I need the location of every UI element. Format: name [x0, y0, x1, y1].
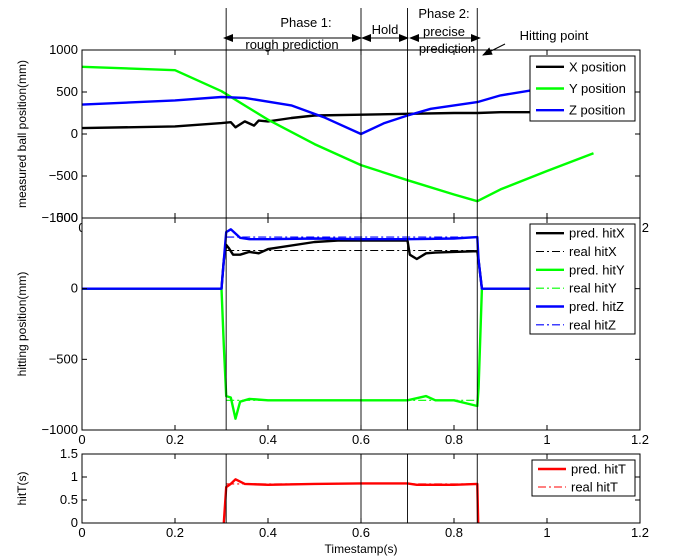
y-tick-label: 0 — [71, 126, 78, 141]
phase2-label-line1: Phase 2: — [418, 6, 469, 21]
y-tick-label: −500 — [49, 351, 78, 366]
legend-label: pred. hitZ — [569, 299, 624, 314]
y-axis-label: measured ball position(mm) — [15, 60, 29, 208]
phase2-label-line2: precise — [423, 24, 465, 39]
y-tick-label: 1.5 — [60, 446, 78, 461]
chart-panels: 00.20.40.60.811.2−1000−50005001000measur… — [15, 8, 649, 556]
legend-label: Z position — [569, 103, 625, 118]
x-tick-label: 0.8 — [445, 525, 463, 540]
series-line-pred-hitx — [82, 239, 594, 290]
y-tick-label: −500 — [49, 168, 78, 183]
legend-label: X position — [569, 59, 626, 74]
x-tick-label: 1 — [543, 525, 550, 540]
legend-label: pred. hitX — [569, 226, 625, 241]
y-tick-label: 500 — [56, 84, 78, 99]
legend-label: real hitT — [571, 480, 618, 495]
y-tick-label: 500 — [56, 210, 78, 225]
phase-annotations: Phase 1: rough prediction Hold Phase 2: … — [223, 6, 589, 56]
panel-2: 0 0.2 0.4 0.6 0.8 1 1.2 −1000 −500 0 500 hitting po… — [15, 210, 649, 447]
series-group — [222, 478, 480, 523]
y-axis-label: hitT(s) — [15, 472, 29, 506]
legend-label: pred. hitT — [571, 462, 626, 477]
legend-label: Y position — [569, 81, 626, 96]
legend-label: real hitZ — [569, 317, 616, 332]
x-tick-label: 0.4 — [259, 525, 277, 540]
legend-label: pred. hitY — [569, 262, 625, 277]
x-tick-label: 1 — [543, 432, 550, 447]
hold-label: Hold — [372, 22, 399, 37]
y-tick-label: 1 — [71, 469, 78, 484]
y-axis-label: hitting position(mm) — [15, 272, 29, 377]
y-tick-label: 0 — [71, 281, 78, 296]
y-tick-label: 1000 — [49, 42, 78, 57]
x-tick-label: 0.2 — [166, 525, 184, 540]
y-tick-label: 0 — [71, 515, 78, 530]
x-tick-label: 0.6 — [352, 525, 370, 540]
x-tick-label: 0.6 — [352, 432, 370, 447]
series-line-y-position — [82, 65, 594, 203]
y-tick-label: 0.5 — [60, 492, 78, 507]
legend: pred. hitT real hitT — [531, 459, 636, 497]
legend-box — [531, 459, 636, 497]
x-tick-label: 0.4 — [259, 432, 277, 447]
y-tick-label: −1000 — [41, 210, 78, 225]
x-tick-label: 1.2 — [631, 525, 649, 540]
hitting-point-label: Hitting point — [520, 28, 589, 43]
legend-label: real hitY — [569, 281, 617, 296]
legend: pred. hitX real hitX pred. hitY real hitY pr… — [529, 223, 636, 335]
series-line-pred-hitz — [82, 228, 594, 290]
legend: X position Y position Z position — [529, 55, 636, 122]
x-tick-label: 1.2 — [631, 432, 649, 447]
phase1-label-line1: Phase 1: — [280, 15, 331, 30]
series-line-x-position — [82, 110, 594, 130]
x-tick-label: 0.2 — [166, 432, 184, 447]
panel-3: 0 0.2 0.4 0.6 0.8 1 1.2 0 0.5 1 1.5 hitT(s) Timestam… — [15, 446, 649, 556]
legend-box — [529, 223, 636, 335]
x-tick-label: 0 — [78, 432, 85, 447]
phase2-label-line3: prediction — [419, 41, 475, 56]
x-axis-label: Timestamp(s) — [325, 542, 398, 556]
x-tick-label: 0 — [78, 525, 85, 540]
legend-label: real hitX — [569, 244, 617, 259]
x-tick-label: 0.8 — [445, 432, 463, 447]
hitting-point-arrow — [482, 43, 506, 56]
y-tick-label: −1000 — [41, 422, 78, 437]
phase1-label-line2: rough prediction — [245, 37, 338, 52]
